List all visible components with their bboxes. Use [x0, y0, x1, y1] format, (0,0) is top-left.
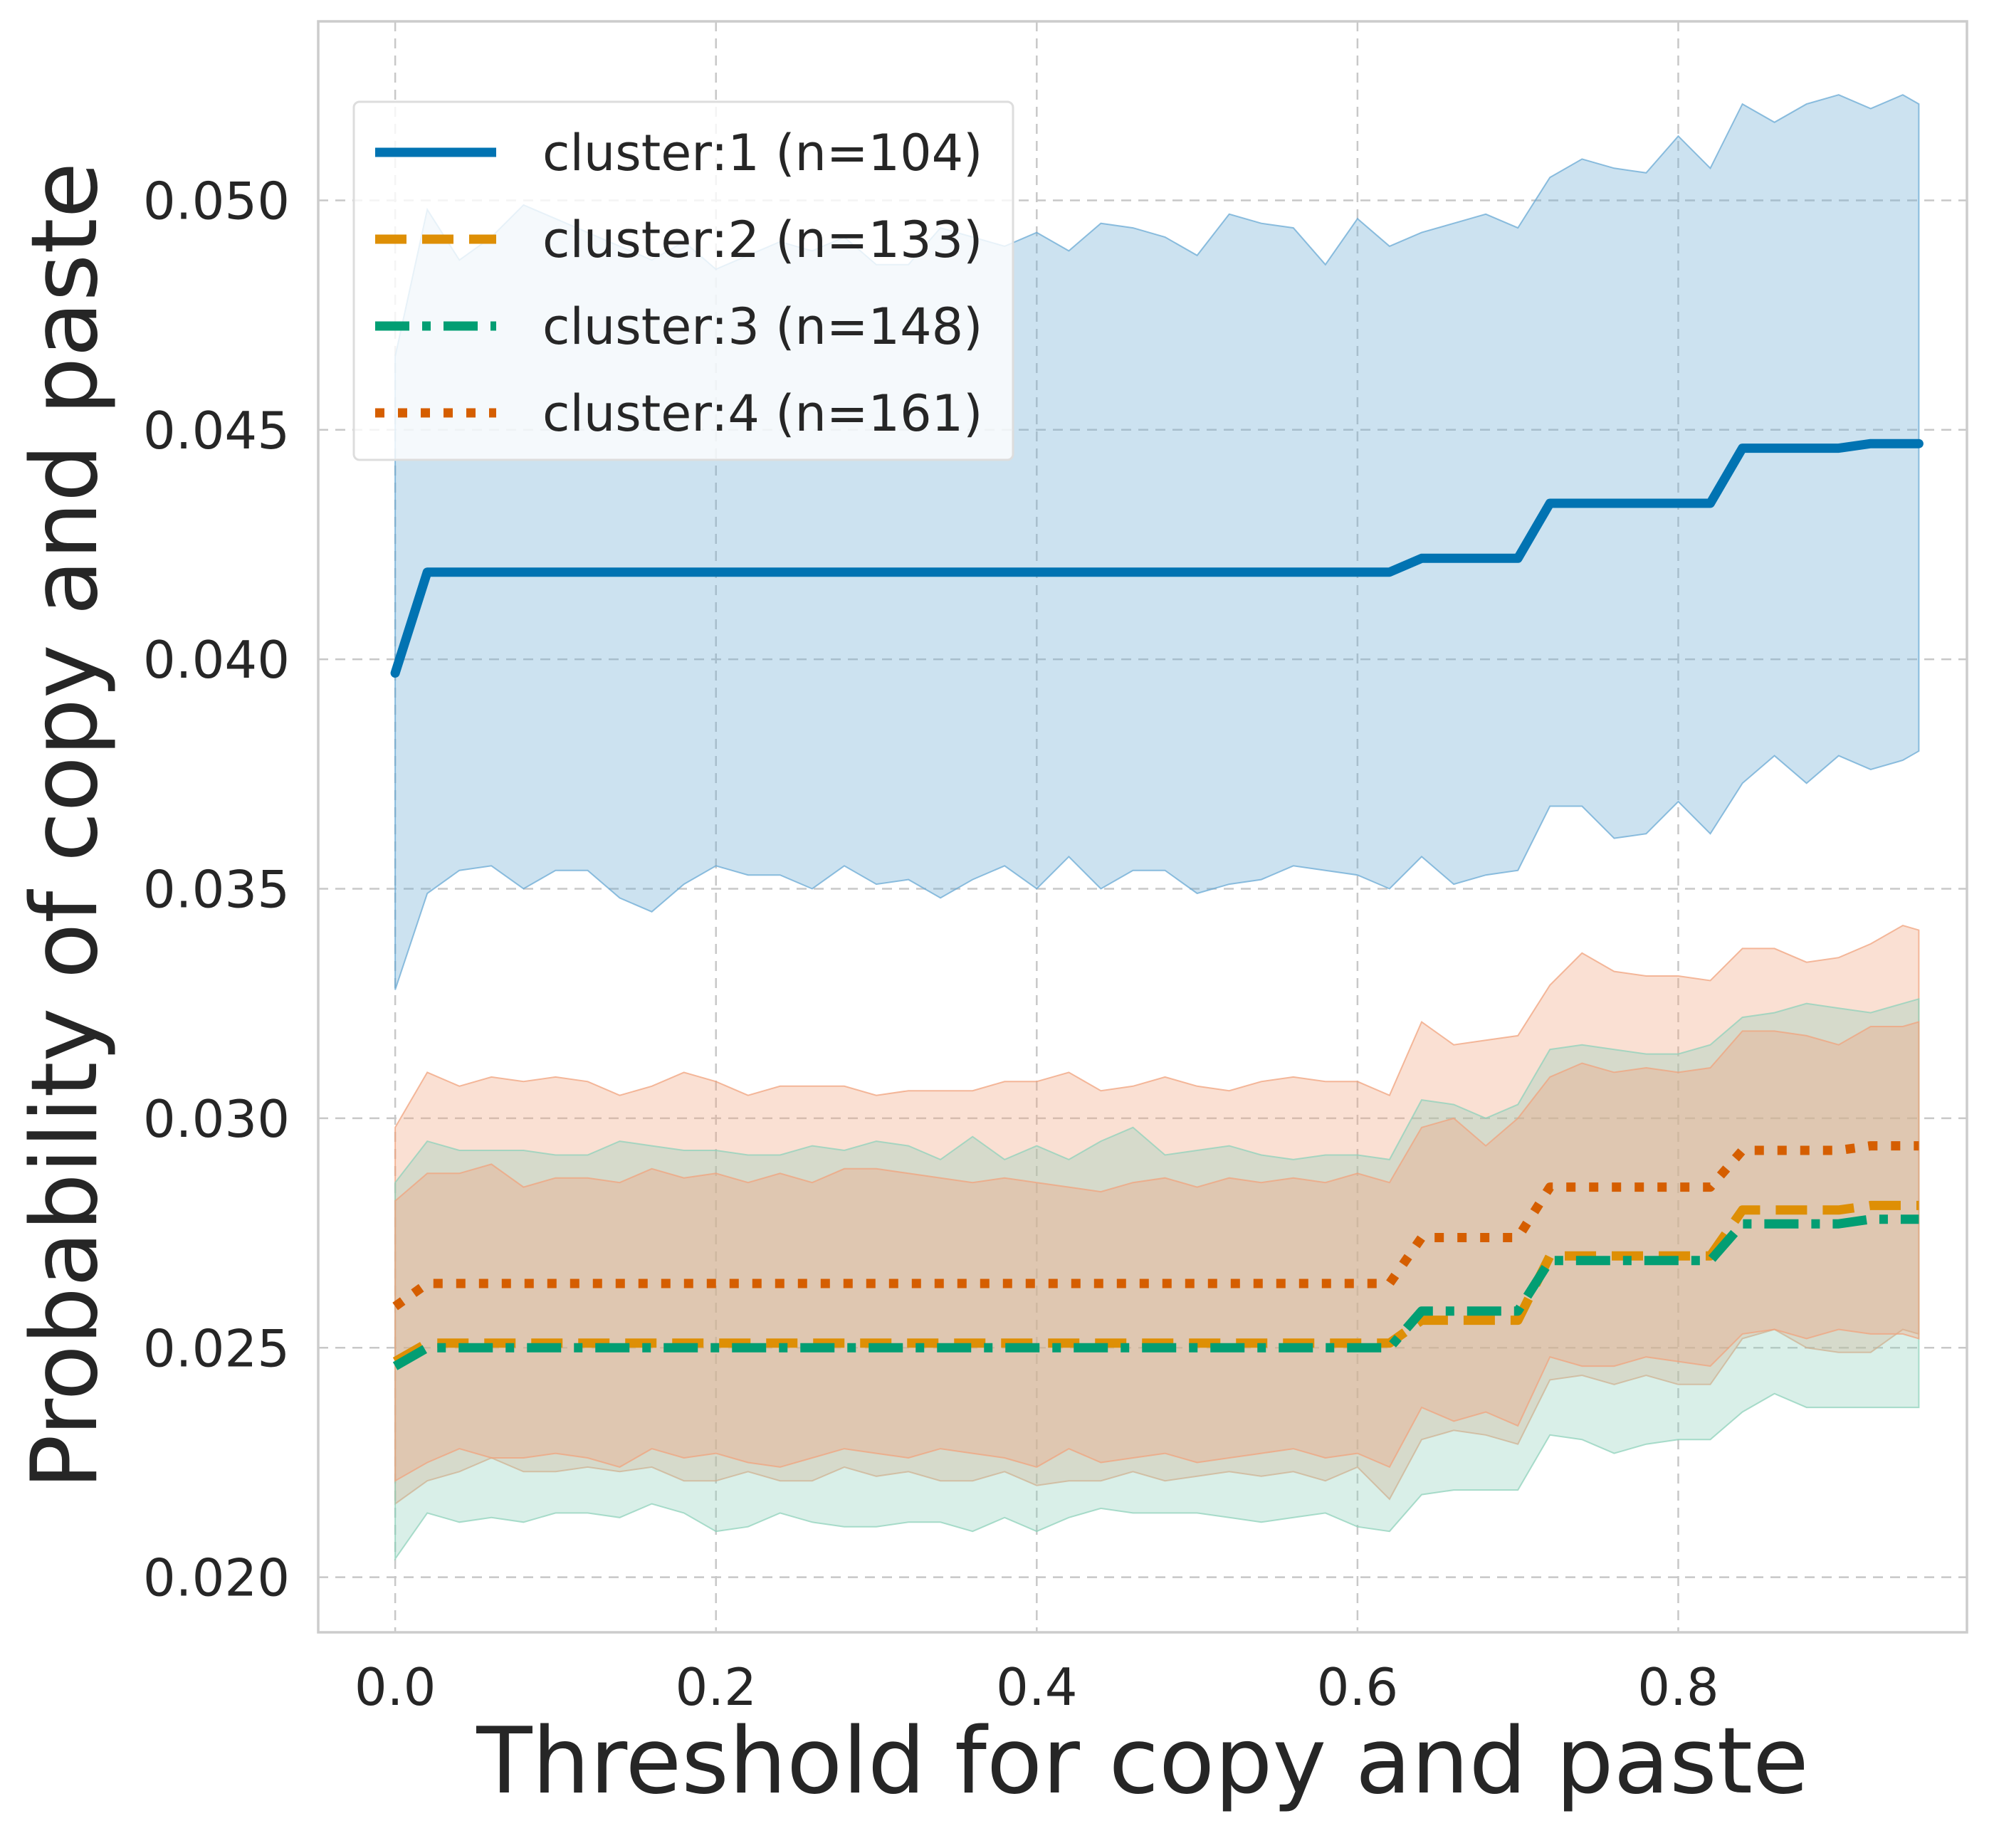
- confidence-band-4: [394, 1021, 1920, 1482]
- x-tick-label: 0.4: [996, 1657, 1078, 1717]
- confidence-band-3: [394, 997, 1920, 1561]
- y-axis-label: Probability of copy and paste: [12, 162, 118, 1490]
- plot-frame: [317, 20, 1968, 1634]
- y-tick-label: 0.025: [143, 1318, 290, 1378]
- y-tick-labels: 0.020 0.025 0.030 0.035 0.040 0.045 0.050: [143, 171, 290, 1607]
- y-tick-label: 0.020: [143, 1548, 290, 1608]
- x-tick-label: 0.0: [355, 1657, 436, 1717]
- legend-label-3: cluster:3 (n=148): [542, 298, 982, 356]
- legend-label-4: cluster:4 (n=161): [542, 384, 982, 443]
- series-line-4: [392, 1141, 1919, 1311]
- x-axis-label: Threshold for copy and paste: [476, 1708, 1808, 1815]
- series-line-1: [390, 439, 1924, 678]
- x-tick-labels: 0.0 0.2 0.4 0.6 0.8: [355, 1657, 1719, 1717]
- x-tick-label: 0.8: [1637, 1657, 1719, 1717]
- y-tick-label: 0.040: [143, 630, 290, 690]
- series-lines: [390, 439, 1924, 1370]
- legend-label-1: cluster:1 (n=104): [542, 124, 982, 182]
- legend-box: [352, 100, 1014, 461]
- y-tick-label: 0.030: [143, 1089, 290, 1149]
- legend-label-2: cluster:2 (n=133): [542, 211, 982, 269]
- legend: cluster:1 (n=104) cluster:2 (n=133) cluste…: [352, 100, 1014, 461]
- y-tick-label: 0.045: [143, 401, 290, 461]
- y-tick-label: 0.050: [143, 171, 290, 231]
- x-tick-label: 0.2: [675, 1657, 757, 1717]
- series-line-3: [392, 1214, 1919, 1370]
- x-tick-label: 0.6: [1317, 1657, 1399, 1717]
- y-tick-label: 0.035: [143, 860, 290, 920]
